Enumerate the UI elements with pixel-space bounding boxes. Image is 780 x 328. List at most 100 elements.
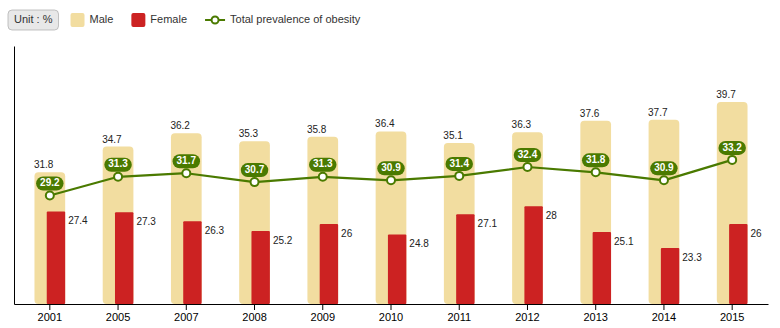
bar (717, 102, 748, 304)
legend-label: Total prevalence of obesity (230, 13, 361, 25)
x-tick-mark (732, 304, 733, 310)
data-label: 36.4 (375, 118, 395, 129)
y-axis-line (14, 47, 15, 305)
y-axis (14, 47, 15, 305)
bar (47, 211, 65, 304)
data-label: 26 (341, 228, 353, 239)
x-tick-mark (459, 304, 460, 310)
x-tick-mark (322, 304, 323, 310)
bar (251, 231, 269, 304)
data-label: 35.8 (307, 124, 327, 135)
x-tick: 2010 (379, 304, 403, 323)
data-label-badge: 31.8 (582, 153, 609, 167)
legend-label: Male (90, 13, 114, 25)
x-tick-label: 2007 (174, 311, 198, 323)
data-label-badge: 30.9 (650, 161, 677, 175)
x-tick-label: 2015 (720, 311, 744, 323)
point (387, 176, 395, 184)
point (660, 176, 668, 184)
bar (524, 206, 542, 304)
point (182, 169, 190, 177)
data-label-badge: 31.3 (309, 158, 336, 172)
data-label-bg (582, 153, 609, 167)
data-label: 25.1 (614, 236, 634, 247)
bar (661, 248, 679, 304)
data-label: 36.3 (512, 119, 532, 130)
legend-swatch (71, 13, 85, 27)
x-tick: 2013 (583, 304, 607, 323)
point (251, 178, 259, 186)
data-label: 31.8 (34, 159, 54, 170)
data-label-badge: 31.7 (173, 154, 200, 168)
data-label: 34.7 (102, 134, 122, 145)
annotation: Unit : % (8, 10, 59, 30)
data-label: 27.3 (136, 216, 156, 227)
bar-series-0 (34, 102, 747, 304)
bar (376, 131, 407, 304)
x-tick: 2012 (515, 304, 539, 323)
data-label-badge: 32.4 (514, 148, 541, 162)
data-label: 25.2 (273, 235, 293, 246)
legend-item: Total prevalence of obesity (205, 13, 361, 25)
x-tick-mark (49, 304, 50, 310)
point (455, 172, 463, 180)
legend-swatch-marker (212, 17, 219, 24)
bar (388, 235, 406, 304)
chart: 2001200520072008200920102011201220132014… (0, 0, 780, 328)
data-label-bg (650, 161, 677, 175)
line-series-2 (46, 156, 736, 200)
data-label-badge: 30.7 (241, 163, 268, 177)
data-label: 30.9 (381, 162, 401, 173)
data-label: 28 (546, 210, 558, 221)
plot-marks (34, 102, 747, 304)
point (523, 163, 531, 171)
bar (593, 232, 611, 304)
data-label-bg (514, 148, 541, 162)
x-tick: 2001 (38, 304, 62, 323)
x-axis: 2001200520072008200920102011201220132014… (15, 304, 769, 323)
data-label-bg (718, 141, 745, 155)
x-tick-mark (595, 304, 596, 310)
x-tick-label: 2008 (242, 311, 266, 323)
point (114, 173, 122, 181)
x-tick-mark (527, 304, 528, 310)
line (50, 160, 732, 196)
bar (580, 121, 611, 304)
data-label: 23.3 (682, 252, 702, 263)
x-tick-mark (663, 304, 664, 310)
data-label: 31.3 (108, 158, 128, 169)
data-label-badge: 31.3 (104, 158, 131, 172)
data-label: 37.7 (648, 107, 668, 118)
bar (512, 132, 543, 304)
x-tick-mark (391, 304, 392, 310)
bar (729, 224, 747, 304)
x-tick: 2011 (447, 304, 471, 323)
bar (171, 133, 202, 304)
data-label: 27.1 (478, 218, 498, 229)
x-tick-label: 2005 (106, 311, 130, 323)
bar (239, 141, 270, 304)
legend-label: Female (150, 13, 187, 25)
data-label: 31.4 (450, 158, 470, 169)
data-label-badge: 33.2 (718, 141, 745, 155)
data-label: 24.8 (409, 238, 429, 249)
data-labels: 31.834.736.235.335.836.435.136.337.637.7… (34, 89, 762, 263)
x-tick-label: 2011 (447, 311, 471, 323)
x-tick-label: 2009 (311, 311, 335, 323)
data-label: 37.6 (580, 108, 600, 119)
x-tick-mark (254, 304, 255, 310)
legend: Unit : % Male Female Total prevalence of ob… (8, 10, 361, 30)
data-label: 30.7 (245, 164, 265, 175)
x-tick: 2007 (174, 304, 198, 323)
data-label-bg (104, 158, 131, 172)
data-label: 39.7 (716, 89, 736, 100)
annotation-box (8, 10, 59, 30)
data-label: 26 (751, 228, 763, 239)
data-label: 36.2 (170, 120, 190, 131)
data-label-badge: 31.4 (446, 157, 473, 171)
data-label: 32.4 (518, 149, 538, 160)
x-tick: 2008 (242, 304, 266, 323)
bar (649, 120, 680, 304)
legend-item: Female (131, 13, 187, 27)
data-label-bg (173, 154, 200, 168)
